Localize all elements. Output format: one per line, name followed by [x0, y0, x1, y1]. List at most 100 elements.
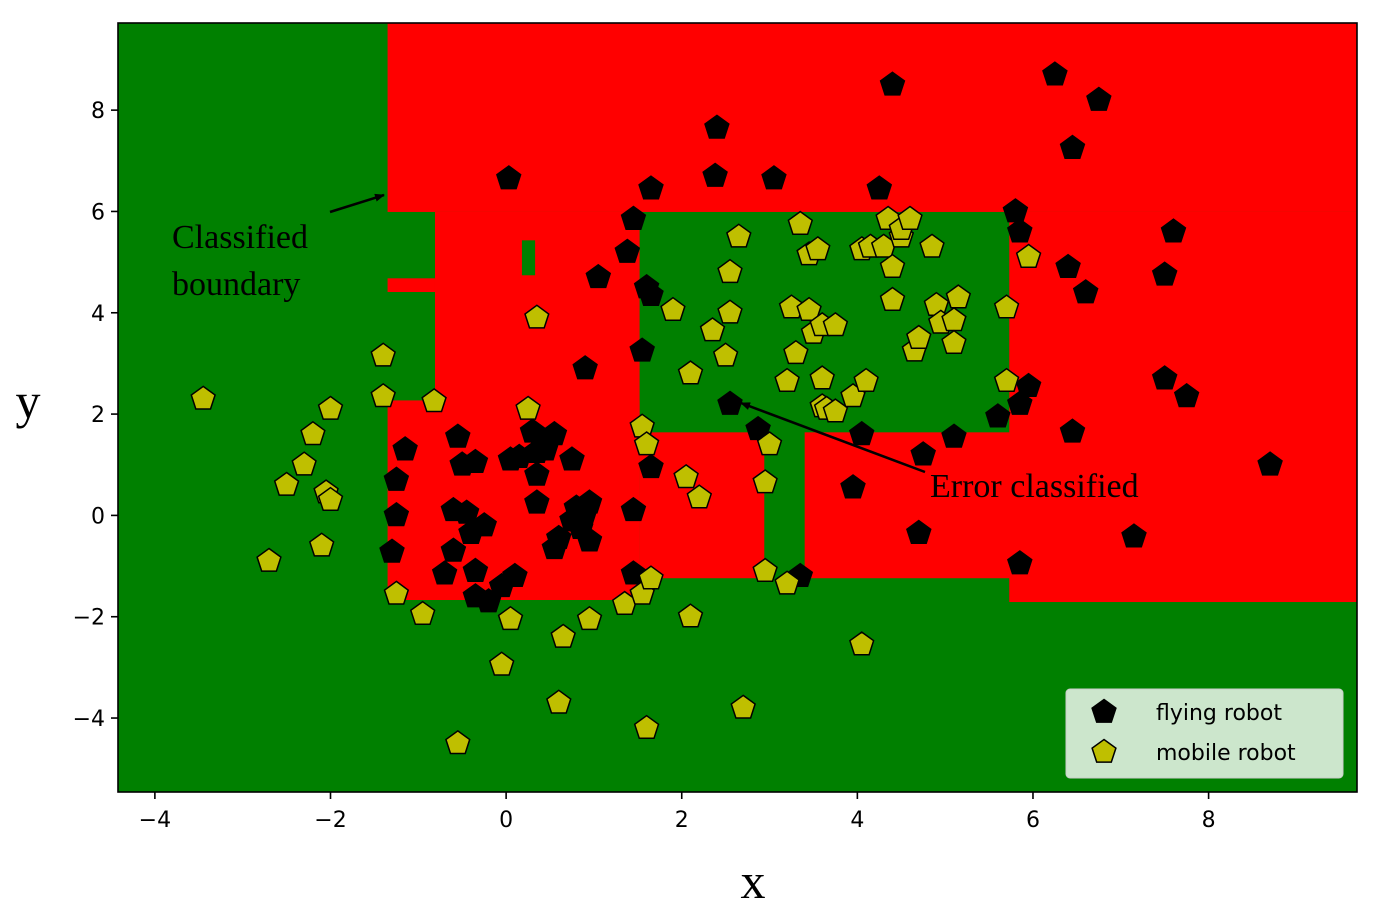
plot-frame — [117, 22, 1358, 793]
data-point — [919, 233, 945, 258]
data-point — [906, 519, 932, 544]
x-tick-label: 8 — [1202, 808, 1216, 833]
data-point — [879, 286, 906, 311]
data-point — [629, 337, 655, 362]
data-point — [879, 71, 906, 96]
data-point — [572, 355, 598, 380]
data-point — [370, 342, 396, 367]
data-point — [488, 651, 515, 676]
data-point — [1055, 253, 1081, 279]
data-point — [796, 296, 822, 322]
data-point — [686, 484, 713, 509]
data-point — [524, 489, 550, 514]
annotation-arrow — [740, 401, 926, 474]
data-point — [421, 387, 447, 413]
data-point — [726, 223, 752, 248]
data-point — [1086, 86, 1112, 111]
data-point — [462, 448, 489, 474]
data-point — [1007, 218, 1033, 243]
data-point — [985, 403, 1011, 428]
data-point — [717, 390, 743, 415]
y-tick-label: 2 — [91, 403, 105, 428]
data-point — [761, 165, 787, 190]
x-tick-label: 4 — [850, 808, 864, 833]
data-point — [308, 532, 335, 557]
data-point — [879, 253, 906, 279]
data-point — [440, 537, 467, 562]
data-point — [993, 367, 1020, 393]
data-point — [660, 296, 686, 322]
data-point — [1160, 218, 1187, 243]
data-point — [822, 311, 849, 337]
data-point — [805, 235, 831, 261]
data-point — [717, 299, 743, 324]
data-point — [379, 538, 405, 563]
data-point — [541, 534, 568, 560]
data-point — [1173, 382, 1200, 408]
data-point — [383, 501, 410, 527]
data-point — [1015, 243, 1042, 268]
data-point — [677, 360, 704, 385]
data-point — [712, 342, 739, 367]
data-point — [941, 423, 967, 448]
data-point — [717, 258, 743, 284]
data-point — [445, 729, 471, 755]
data-point — [431, 560, 458, 585]
legend-marker — [1091, 738, 1117, 763]
data-point — [256, 547, 282, 572]
data-point — [809, 365, 835, 390]
y-tick-label: −4 — [73, 707, 105, 732]
data-point — [291, 451, 317, 476]
data-point — [910, 441, 936, 466]
y-axis-label: y — [16, 373, 41, 429]
data-point — [638, 175, 664, 200]
x-tick-label: −2 — [314, 808, 346, 833]
data-point — [471, 512, 497, 537]
decision-region — [387, 278, 435, 292]
data-point — [945, 284, 972, 309]
data-point — [1059, 134, 1086, 159]
data-point — [300, 420, 326, 446]
y-tick-label: 4 — [91, 302, 105, 327]
data-point — [849, 631, 875, 656]
data-point — [866, 175, 893, 200]
data-point — [702, 162, 728, 187]
data-point — [906, 324, 932, 349]
data-point — [524, 461, 550, 486]
y-tick-label: 8 — [91, 99, 105, 124]
data-point — [677, 603, 704, 628]
data-point — [445, 423, 471, 448]
data-point — [1257, 451, 1283, 476]
annotation-text: Classified — [172, 219, 308, 256]
data-point — [532, 436, 559, 461]
data-point — [1042, 61, 1068, 86]
data-point — [633, 431, 660, 456]
decision-region — [804, 432, 1015, 579]
data-point — [409, 600, 436, 626]
legend-box — [1065, 688, 1344, 779]
data-point — [1151, 365, 1178, 390]
data-point — [559, 446, 585, 471]
legend-marker — [1091, 698, 1117, 723]
data-point — [620, 205, 647, 230]
data-point — [1151, 261, 1178, 286]
data-point — [190, 385, 216, 410]
data-point — [620, 496, 647, 522]
data-point — [273, 471, 300, 496]
y-tick-label: 0 — [91, 504, 105, 529]
data-point — [550, 623, 576, 648]
x-axis-label: x — [741, 853, 766, 908]
data-point — [546, 689, 572, 714]
annotation-text: boundary — [172, 266, 300, 303]
data-point — [853, 367, 879, 393]
data-point — [730, 694, 756, 719]
data-point — [496, 165, 522, 190]
data-point — [752, 557, 778, 582]
data-point — [383, 580, 410, 605]
data-point — [317, 486, 344, 512]
data-point — [392, 436, 418, 461]
data-point — [502, 562, 528, 588]
x-tick-label: −4 — [139, 808, 171, 833]
